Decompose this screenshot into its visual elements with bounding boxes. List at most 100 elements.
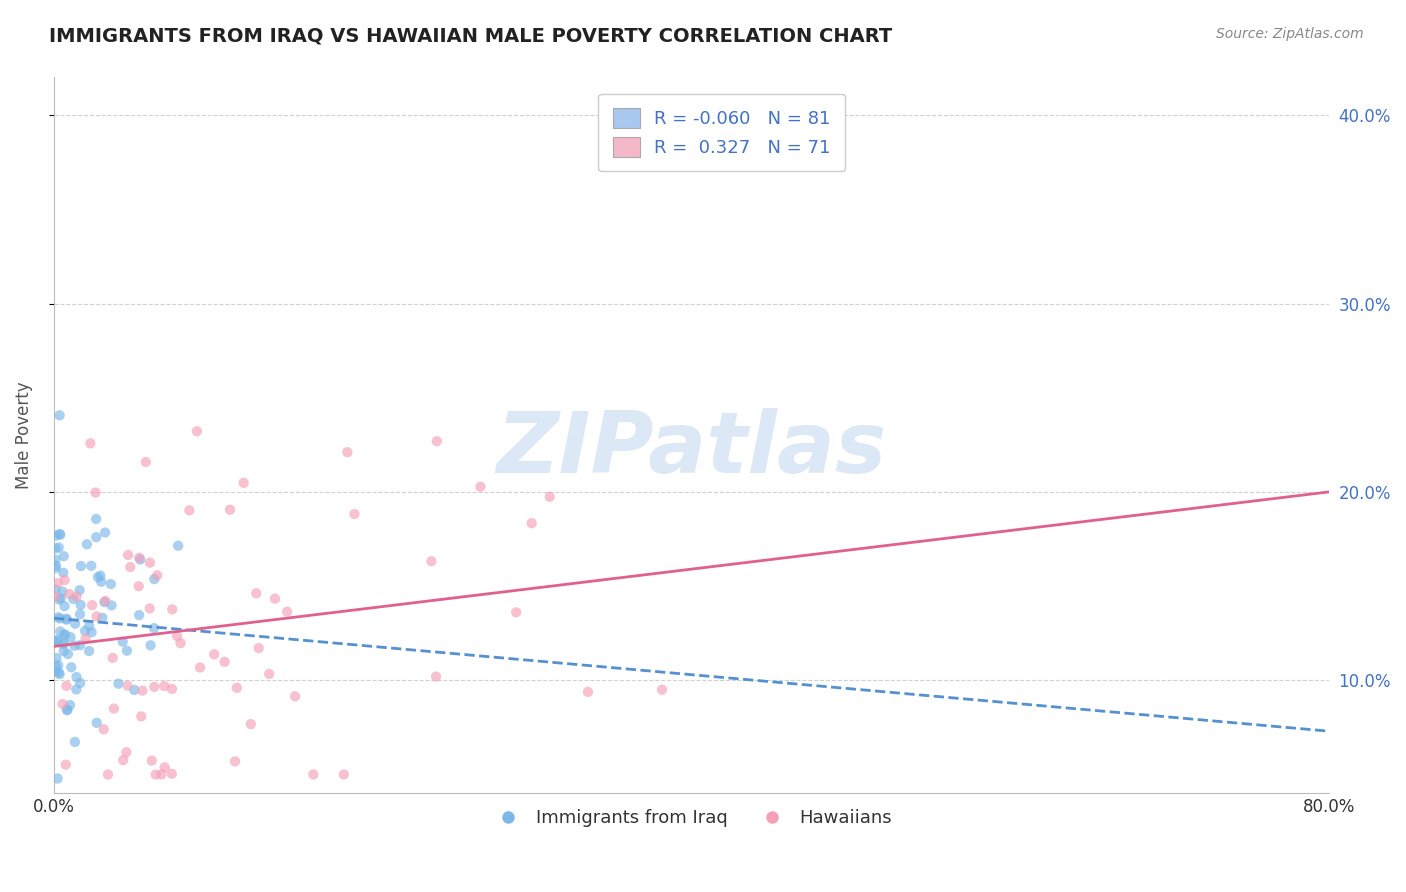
Point — [62, 592, 84, 607]
Point — [69, 607, 91, 622]
Point — [138, 601, 160, 615]
Point — [55, 612, 77, 626]
Point — [333, 767, 356, 781]
Point — [425, 669, 447, 683]
Point — [58, 587, 80, 601]
Point — [160, 681, 183, 696]
Point — [124, 682, 146, 697]
Point — [576, 685, 599, 699]
Point — [139, 556, 162, 570]
Point — [80, 598, 103, 612]
Point — [145, 767, 167, 781]
Point — [60, 660, 83, 674]
Point — [45, 633, 67, 648]
Point — [65, 682, 87, 697]
Point — [115, 745, 138, 759]
Point — [52, 637, 75, 651]
Point — [150, 767, 173, 781]
Point — [131, 683, 153, 698]
Point — [153, 679, 176, 693]
Point — [93, 595, 115, 609]
Point — [139, 638, 162, 652]
Y-axis label: Male Poverty: Male Poverty — [15, 382, 32, 489]
Point — [56, 703, 79, 717]
Point — [65, 590, 87, 604]
Point — [63, 735, 86, 749]
Point — [179, 503, 201, 517]
Point — [84, 512, 107, 526]
Point — [115, 643, 138, 657]
Point — [69, 638, 91, 652]
Point — [48, 409, 70, 423]
Point — [45, 558, 67, 573]
Point — [45, 659, 67, 673]
Point — [101, 651, 124, 665]
Point — [53, 628, 76, 642]
Point — [44, 635, 66, 649]
Point — [651, 682, 673, 697]
Point — [245, 586, 267, 600]
Point — [46, 610, 69, 624]
Point — [44, 552, 66, 566]
Point — [73, 624, 96, 638]
Point — [46, 658, 69, 673]
Point — [80, 625, 103, 640]
Point — [538, 490, 561, 504]
Point — [55, 613, 77, 627]
Point — [49, 611, 72, 625]
Point — [302, 767, 325, 781]
Point — [69, 583, 91, 598]
Point — [45, 561, 67, 575]
Point — [128, 579, 150, 593]
Point — [103, 701, 125, 715]
Point — [49, 624, 72, 639]
Point — [56, 702, 79, 716]
Point — [112, 753, 135, 767]
Point — [426, 434, 449, 449]
Point — [48, 665, 70, 680]
Point — [51, 697, 73, 711]
Point — [44, 541, 66, 556]
Point — [143, 621, 166, 635]
Point — [94, 525, 117, 540]
Point — [45, 651, 67, 665]
Point — [336, 445, 359, 459]
Point — [44, 665, 66, 679]
Point — [470, 480, 492, 494]
Point — [143, 572, 166, 586]
Point — [86, 715, 108, 730]
Point — [59, 630, 82, 644]
Point — [276, 605, 298, 619]
Point — [202, 648, 225, 662]
Point — [91, 611, 114, 625]
Point — [55, 757, 77, 772]
Point — [49, 528, 72, 542]
Point — [46, 576, 69, 591]
Point — [70, 559, 93, 574]
Point — [117, 548, 139, 562]
Point — [257, 667, 280, 681]
Point — [63, 639, 86, 653]
Point — [120, 560, 142, 574]
Legend: Immigrants from Iraq, Hawaiians: Immigrants from Iraq, Hawaiians — [484, 802, 900, 834]
Point — [45, 528, 67, 542]
Point — [51, 584, 73, 599]
Point — [146, 568, 169, 582]
Point — [84, 485, 107, 500]
Text: ZIPatlas: ZIPatlas — [496, 409, 886, 491]
Point — [239, 717, 262, 731]
Point — [52, 644, 75, 658]
Point — [97, 767, 120, 781]
Point — [77, 644, 100, 658]
Point — [44, 590, 66, 604]
Point — [143, 680, 166, 694]
Point — [162, 602, 184, 616]
Point — [52, 566, 75, 580]
Point — [53, 573, 76, 587]
Point — [46, 633, 69, 648]
Point — [75, 632, 97, 646]
Point — [225, 681, 247, 695]
Point — [188, 660, 211, 674]
Point — [232, 475, 254, 490]
Point — [160, 766, 183, 780]
